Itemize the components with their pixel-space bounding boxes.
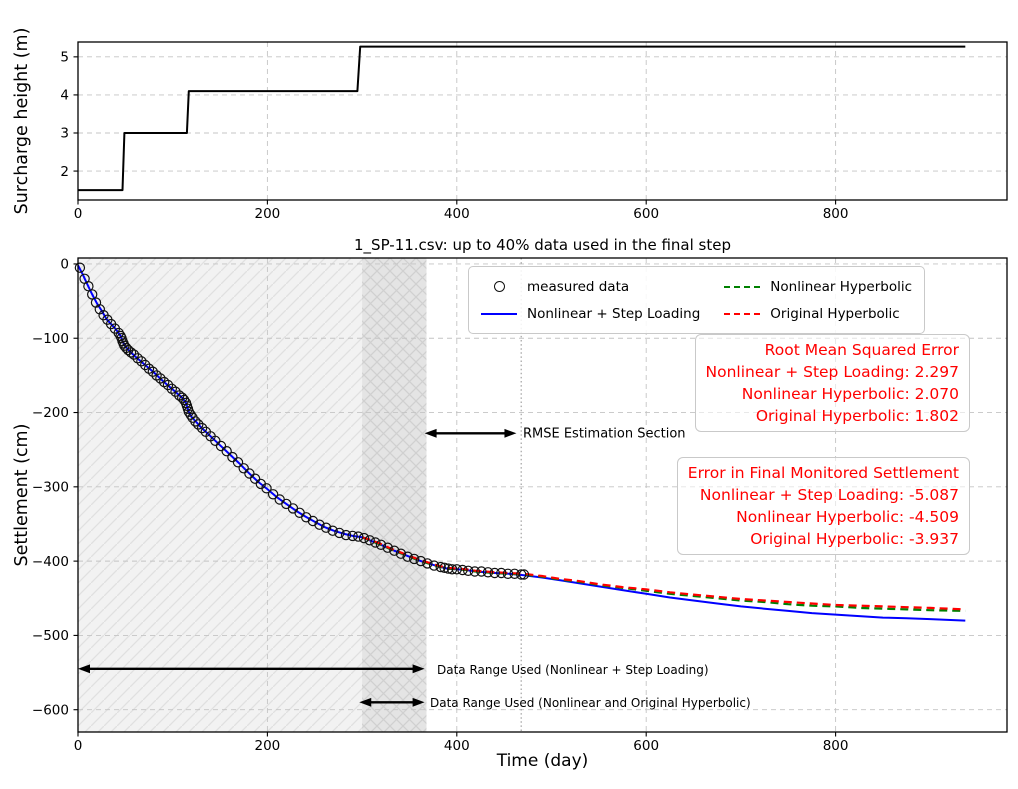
rmse-estimation-section-label: RMSE Estimation Section [523,426,686,442]
rmse-nonlinear-hyperbolic-value: Nonlinear Hyperbolic: 2.070 [741,385,959,403]
svg-text:400: 400 [444,206,470,222]
legend-label: measured data [527,278,630,295]
svg-text:200: 200 [255,738,281,754]
error-step-loading-value: Nonlinear + Step Loading: -5.087 [699,486,959,504]
error-original-hyperbolic-value: Original Hyperbolic: -3.937 [750,530,959,548]
svg-text:−300: −300 [32,480,69,496]
legend-label: Original Hyperbolic [770,305,900,322]
legend-entry-step-loading: Nonlinear + Step Loading [481,300,700,327]
legend-entry-original-hyperbolic: Original Hyperbolic [724,300,912,327]
settlement-y-axis-label: Settlement (cm) [12,423,32,567]
svg-text:3: 3 [60,126,69,142]
error-nonlinear-hyperbolic-value: Nonlinear Hyperbolic: -4.509 [736,508,959,526]
legend-label: Nonlinear Hyperbolic [770,278,913,295]
error-box-title: Error in Final Monitored Settlement [687,464,959,482]
rmse-box-title: Root Mean Squared Error [764,341,959,359]
data-range-step-loading-label: Data Range Used (Nonlinear + Step Loadin… [437,663,709,677]
svg-text:−600: −600 [32,702,69,718]
svg-text:−400: −400 [32,554,69,570]
legend-entry-nonlinear-hyperbolic: Nonlinear Hyperbolic [724,273,912,300]
svg-text:5: 5 [60,50,69,66]
legend: measured data Nonlinear + Step Loading N… [468,266,926,334]
svg-text:2: 2 [60,164,69,180]
svg-text:0: 0 [74,738,83,754]
legend-label: Nonlinear + Step Loading [527,305,701,322]
svg-text:−500: −500 [32,628,69,644]
final-settlement-error-box: Error in Final Monitored Settlement Nonl… [676,457,970,555]
svg-text:800: 800 [823,738,849,754]
rmse-stats-box: Root Mean Squared Error Nonlinear + Step… [694,334,970,432]
rmse-original-hyperbolic-value: Original Hyperbolic: 1.802 [755,407,959,425]
svg-text:400: 400 [444,738,470,754]
legend-entry-measured-data: measured data [481,273,700,300]
svg-text:4: 4 [60,88,69,104]
green-dashed-line-icon [724,285,761,288]
legend-column-2: Nonlinear Hyperbolic Original Hyperbolic [724,273,912,327]
open-circle-marker-icon [481,281,517,292]
blue-solid-line-icon [481,312,517,315]
settlement-plot-title: 1_SP-11.csv: up to 40% data used in the … [354,236,731,254]
surcharge-y-axis-label: Surcharge height (m) [12,27,32,215]
svg-text:600: 600 [633,738,659,754]
time-x-axis-label: Time (day) [496,751,589,771]
red-dashed-line-icon [724,312,761,315]
svg-text:600: 600 [633,206,659,222]
svg-text:−100: −100 [32,331,69,347]
svg-text:0: 0 [74,206,83,222]
svg-text:−200: −200 [32,405,69,421]
rmse-step-loading-value: Nonlinear + Step Loading: 2.297 [705,363,959,381]
svg-text:0: 0 [60,257,69,273]
legend-column-1: measured data Nonlinear + Step Loading [481,273,700,327]
svg-text:200: 200 [255,206,281,222]
data-range-hyperbolic-label: Data Range Used (Nonlinear and Original … [430,696,751,710]
settlement-plot: 0 200 400 600 800 0 −100 −200 −300 −400 −500 −600 [32,257,1008,754]
svg-text:800: 800 [823,206,849,222]
surcharge-plot: 0 200 400 600 800 2 3 4 5 [60,41,1008,222]
